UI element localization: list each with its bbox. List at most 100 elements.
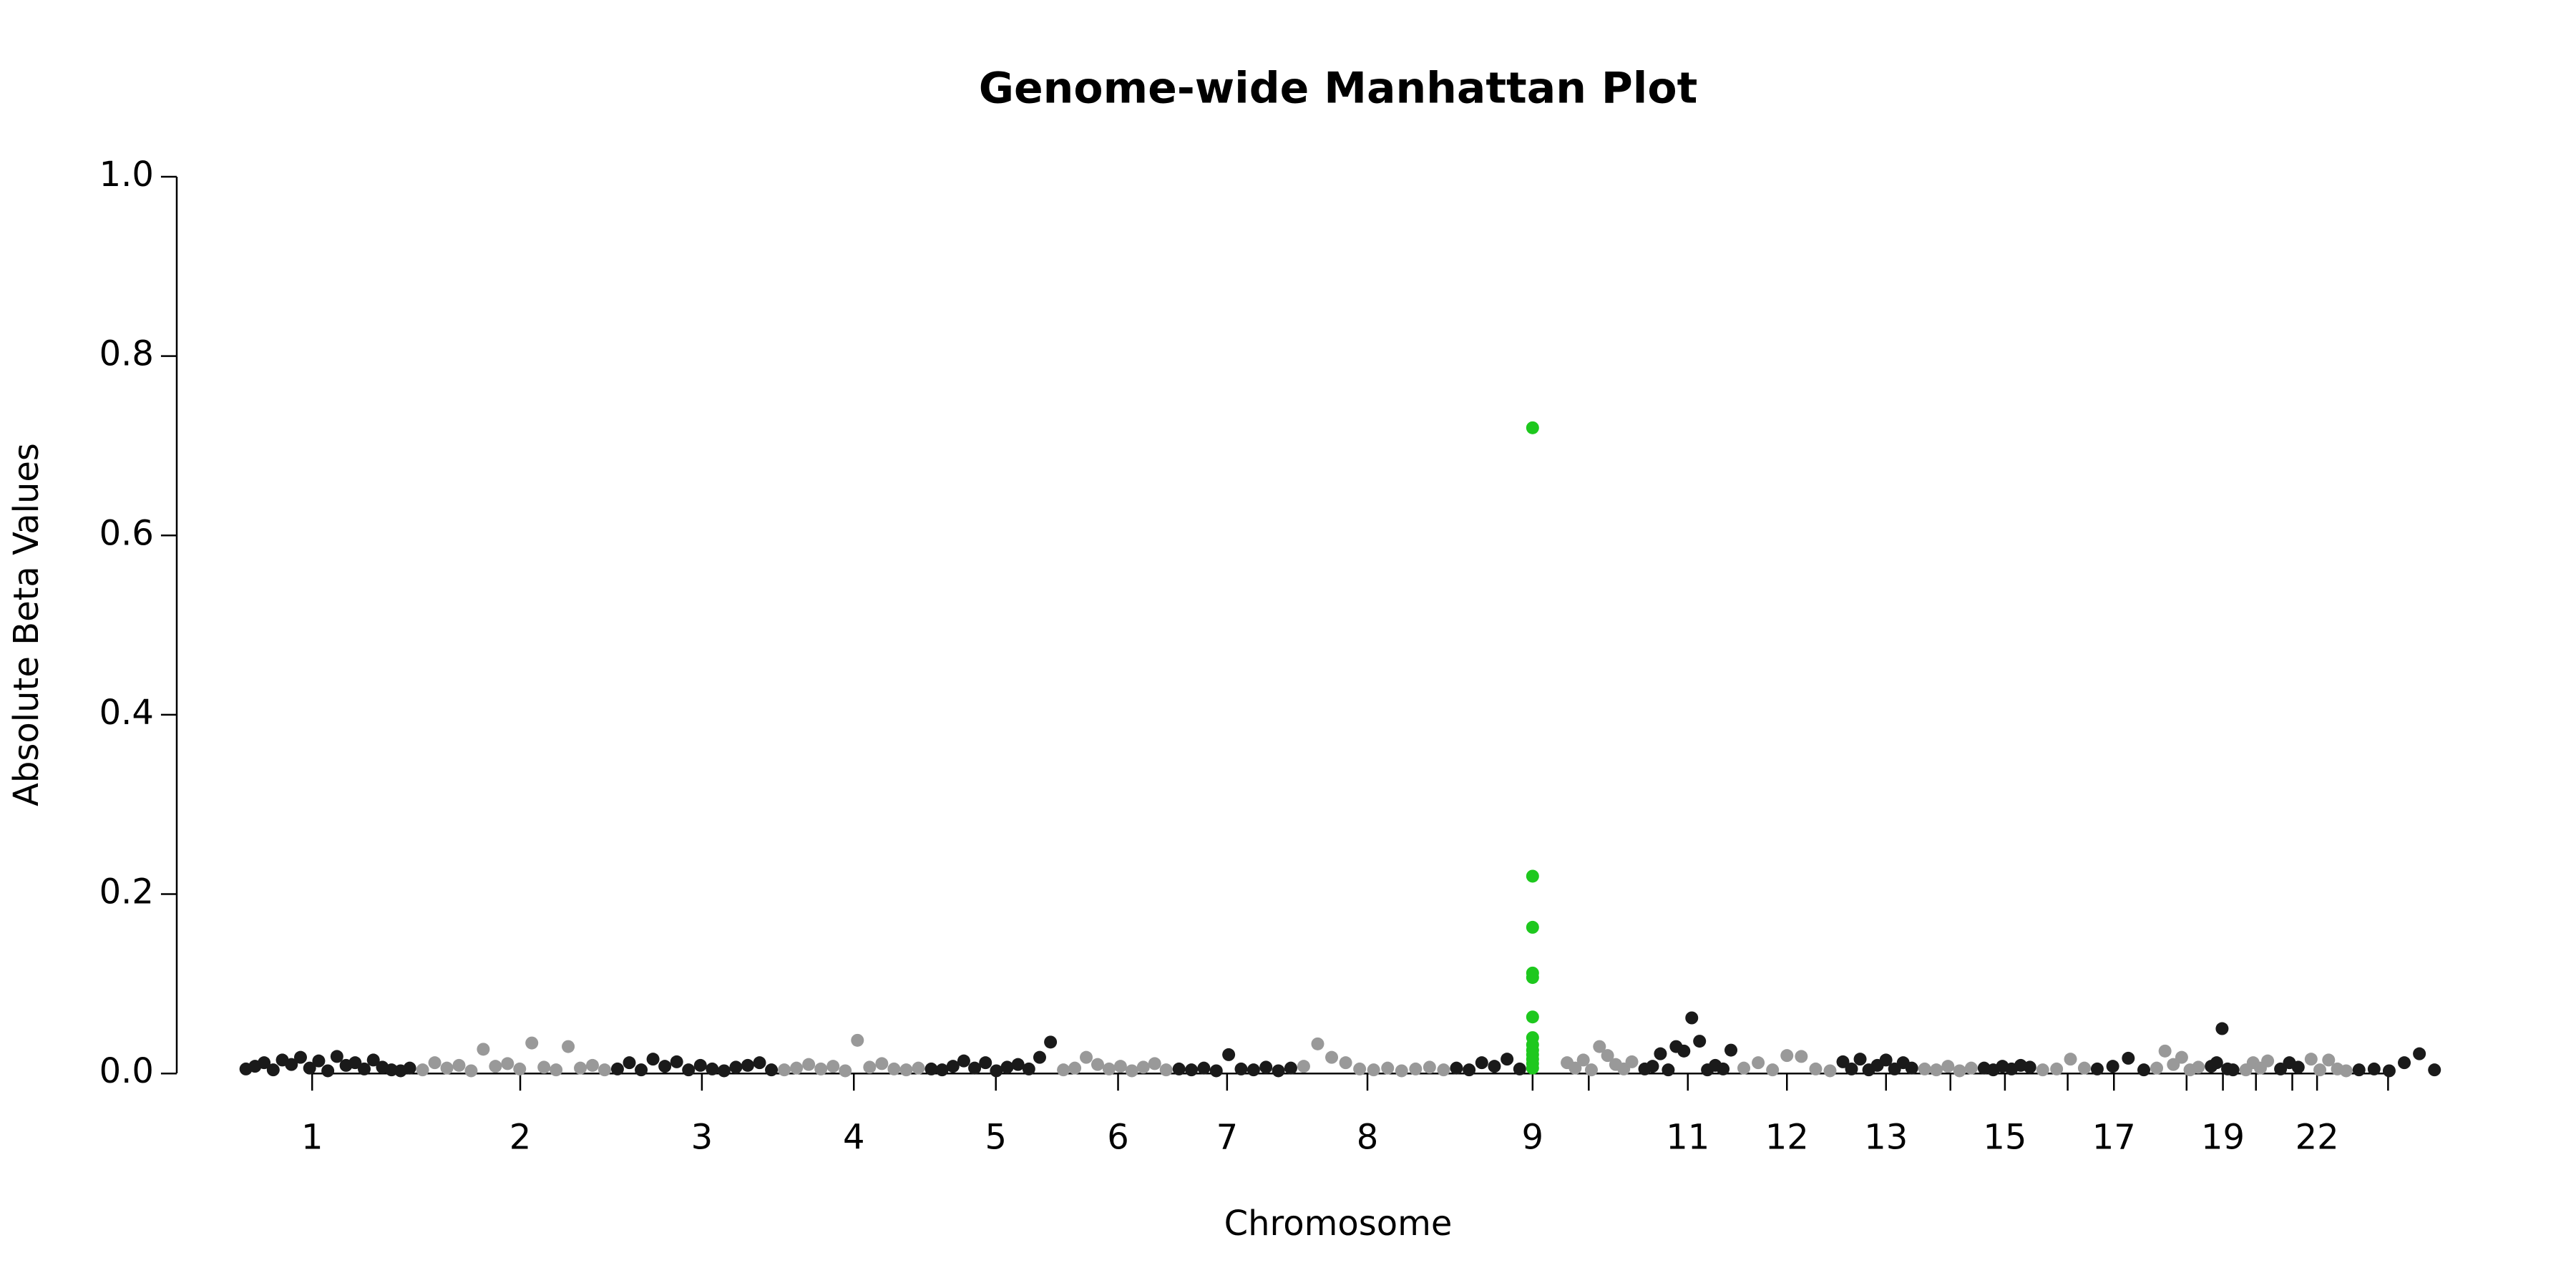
data-point: [1080, 1050, 1093, 1064]
data-point: [562, 1040, 575, 1053]
data-point: [464, 1064, 478, 1078]
data-point: [1737, 1061, 1751, 1075]
data-point: [1501, 1053, 1514, 1066]
x-tick-label: 7: [1216, 1118, 1239, 1158]
data-point: [597, 1063, 611, 1077]
data-point: [1717, 1062, 1730, 1075]
data-point: [1246, 1063, 1260, 1077]
data-point: [1625, 1055, 1639, 1068]
data-point: [924, 1062, 938, 1075]
data-point: [1057, 1063, 1070, 1077]
data-point: [1272, 1064, 1285, 1078]
data-point: [416, 1063, 429, 1077]
data-point: [1136, 1060, 1150, 1074]
data-point: [2090, 1062, 2104, 1075]
data-point: [1197, 1061, 1211, 1075]
data-point: [1437, 1063, 1450, 1077]
data-point: [729, 1060, 743, 1074]
data-point: [2150, 1061, 2164, 1075]
data-point: [1311, 1037, 1324, 1050]
data-point: [2313, 1063, 2327, 1077]
data-point: [1091, 1058, 1104, 1071]
data-point: [706, 1062, 719, 1075]
y-tick-label: 0.6: [99, 513, 154, 553]
x-tick-label: 8: [1357, 1118, 1379, 1158]
x-tick-label: 5: [985, 1118, 1007, 1158]
data-point: [1113, 1060, 1127, 1073]
data-point: [513, 1062, 527, 1075]
highlight-point: [1526, 920, 1539, 934]
data-point: [623, 1056, 636, 1070]
data-point: [1185, 1063, 1199, 1077]
data-point: [2167, 1058, 2180, 1071]
data-point: [1795, 1050, 1808, 1063]
data-point: [2367, 1062, 2381, 1075]
data-point: [1033, 1050, 1046, 1064]
data-point: [1297, 1060, 1310, 1073]
data-point: [741, 1058, 754, 1072]
data-point: [899, 1063, 913, 1077]
data-point: [790, 1061, 804, 1075]
data-point: [348, 1056, 362, 1070]
x-tick-label: 15: [1983, 1118, 2026, 1158]
data-point: [851, 1033, 864, 1047]
data-point: [1381, 1061, 1395, 1075]
data-point: [293, 1050, 307, 1064]
data-point: [2210, 1056, 2223, 1070]
data-point: [1724, 1043, 1738, 1057]
data-point: [489, 1060, 502, 1073]
chart-title: Genome-wide Manhattan Plot: [979, 64, 1698, 114]
x-axis-label: Chromosome: [1224, 1204, 1453, 1244]
data-point: [1125, 1064, 1138, 1078]
data-point: [537, 1060, 551, 1074]
data-point: [1646, 1060, 1659, 1073]
data-point: [1780, 1049, 1794, 1063]
data-point: [1693, 1035, 1707, 1048]
data-point: [1395, 1064, 1408, 1078]
data-point: [366, 1053, 380, 1067]
data-point: [658, 1060, 672, 1073]
data-point: [2226, 1063, 2240, 1077]
data-point: [1964, 1061, 1978, 1075]
data-point: [258, 1056, 271, 1070]
data-point: [1918, 1062, 1931, 1075]
data-point: [912, 1061, 925, 1075]
data-point: [1209, 1064, 1223, 1078]
highlight-point: [1526, 971, 1539, 985]
data-point: [525, 1036, 539, 1050]
highlight-point: [1526, 1010, 1539, 1024]
data-point: [1584, 1063, 1598, 1077]
data-point: [477, 1043, 490, 1056]
data-point: [1845, 1062, 1858, 1075]
data-point: [2122, 1051, 2135, 1065]
data-point: [358, 1062, 371, 1075]
highlight-point: [1526, 1061, 1539, 1075]
x-tick-label: 12: [1765, 1118, 1809, 1158]
data-point: [403, 1061, 416, 1075]
data-point: [1654, 1047, 1667, 1060]
data-point: [2137, 1063, 2151, 1077]
data-point: [550, 1063, 563, 1077]
data-point: [574, 1061, 587, 1075]
data-point: [1172, 1062, 1186, 1075]
data-point: [946, 1060, 960, 1073]
data-point: [717, 1064, 731, 1078]
x-tick-label: 3: [691, 1118, 713, 1158]
data-point: [2428, 1063, 2441, 1077]
data-point: [1022, 1062, 1035, 1075]
data-point: [1475, 1056, 1488, 1070]
data-point: [1823, 1064, 1837, 1078]
data-point: [1159, 1063, 1173, 1077]
data-point: [635, 1063, 648, 1077]
y-tick-label: 1.0: [99, 155, 154, 195]
data-point: [682, 1063, 696, 1077]
data-point: [1752, 1056, 1765, 1070]
data-point: [646, 1053, 660, 1066]
data-point: [935, 1063, 949, 1077]
data-point: [1593, 1040, 1606, 1053]
data-point: [428, 1056, 441, 1070]
data-point: [2413, 1047, 2426, 1060]
x-tick-label: 2: [509, 1118, 532, 1158]
highlight-point: [1526, 869, 1539, 883]
